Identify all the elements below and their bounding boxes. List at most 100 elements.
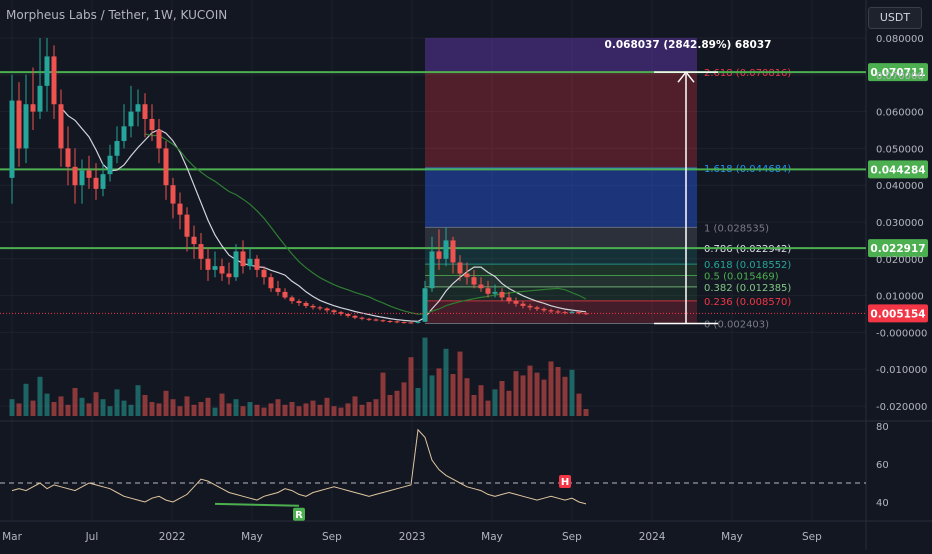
volume-bar bbox=[317, 404, 323, 416]
volume-bar bbox=[86, 403, 92, 416]
fib-level-label: 0.382 (0.012385) bbox=[704, 283, 791, 294]
volume-bar bbox=[429, 375, 435, 416]
volume-bar bbox=[184, 396, 190, 416]
price-label: 0.070711 bbox=[870, 67, 925, 79]
candle-body bbox=[436, 251, 442, 259]
candle-body bbox=[135, 104, 141, 112]
candle-body bbox=[58, 104, 64, 149]
candle-body bbox=[268, 277, 274, 289]
fib-level-label: 0.786 (0.022942) bbox=[704, 244, 791, 255]
volume-bar bbox=[44, 393, 50, 416]
rsi-tick-label: 40 bbox=[876, 498, 889, 509]
candle-body bbox=[359, 317, 365, 319]
candle-body bbox=[352, 315, 358, 318]
volume-bar bbox=[149, 402, 155, 416]
candle-body bbox=[366, 318, 372, 320]
price-tick-label: -0.020000 bbox=[876, 402, 927, 413]
volume-bar bbox=[30, 400, 36, 416]
volume-bar bbox=[100, 399, 106, 416]
volume-bar bbox=[219, 393, 225, 416]
candle-body bbox=[338, 312, 344, 314]
measure-label: 0.068037 (2842.89%) 68037 bbox=[605, 39, 772, 51]
candle-body bbox=[569, 311, 575, 313]
candle-body bbox=[282, 291, 288, 298]
candle-body bbox=[121, 126, 127, 142]
volume-bar bbox=[485, 400, 491, 416]
volume-bar bbox=[534, 372, 540, 416]
price-tick-label: 0.020000 bbox=[876, 255, 924, 266]
volume-bar bbox=[72, 388, 78, 416]
volume-bar bbox=[65, 404, 71, 416]
candle-body bbox=[247, 258, 253, 267]
volume-bar bbox=[93, 392, 99, 416]
candle-body bbox=[373, 319, 379, 321]
fib-zone bbox=[425, 38, 697, 72]
moving-average-slow bbox=[144, 133, 587, 315]
volume-bar bbox=[79, 397, 85, 416]
candle-body bbox=[149, 118, 155, 130]
time-tick-label: 2022 bbox=[159, 531, 186, 543]
candle-body bbox=[506, 297, 512, 302]
candle-body bbox=[303, 302, 309, 306]
fib-zone bbox=[425, 247, 697, 265]
candle-body bbox=[541, 308, 547, 311]
volume-bar bbox=[177, 406, 183, 416]
fib-zone bbox=[425, 275, 697, 287]
candle-body bbox=[100, 174, 106, 189]
rsi-marker-box bbox=[559, 475, 571, 488]
price-tick-label: 0.050000 bbox=[876, 144, 924, 155]
candle-body bbox=[226, 273, 232, 278]
candle-body bbox=[345, 314, 351, 316]
volume-bar bbox=[436, 368, 442, 416]
candle-body bbox=[464, 273, 470, 278]
price-label: 0.022917 bbox=[870, 243, 925, 255]
volume-bar bbox=[128, 404, 134, 416]
volume-bar bbox=[163, 390, 169, 416]
time-tick-label: Jul bbox=[85, 531, 99, 543]
price-tick-label: -0.000000 bbox=[876, 328, 927, 339]
volume-bar bbox=[555, 367, 561, 416]
price-label: 0.044284 bbox=[870, 164, 925, 176]
price-label-box bbox=[868, 239, 928, 258]
volume-bar bbox=[247, 402, 253, 416]
time-tick-label: May bbox=[721, 531, 743, 543]
volume-bar bbox=[261, 407, 267, 416]
volume-bar bbox=[331, 406, 337, 416]
candle-body bbox=[184, 214, 190, 237]
price-tick-label: 0.070000 bbox=[876, 71, 924, 82]
candle-body bbox=[429, 251, 435, 289]
candle-body bbox=[471, 277, 477, 285]
candle-body bbox=[296, 301, 302, 303]
volume-bar bbox=[289, 402, 295, 416]
candle-body bbox=[520, 303, 526, 306]
volume-bar bbox=[576, 393, 582, 416]
volume-bar bbox=[359, 404, 365, 416]
candle-body bbox=[51, 56, 57, 105]
volume-bar bbox=[366, 402, 372, 416]
last-price-box bbox=[868, 304, 928, 323]
volume-bar bbox=[156, 403, 162, 416]
volume-bar bbox=[457, 351, 463, 416]
volume-bar bbox=[373, 399, 379, 416]
candle-body bbox=[289, 297, 295, 302]
volume-bar bbox=[142, 395, 148, 416]
volume-bar bbox=[352, 396, 358, 416]
candle-body bbox=[177, 203, 183, 215]
fib-zone bbox=[425, 264, 697, 276]
candle-body bbox=[114, 141, 120, 156]
volume-bar bbox=[303, 403, 309, 416]
candle-body bbox=[261, 269, 267, 278]
volume-bar bbox=[226, 403, 232, 416]
volume-bar bbox=[233, 399, 239, 416]
volume-bar bbox=[212, 407, 218, 416]
candle-body bbox=[457, 262, 463, 274]
volume-bar bbox=[520, 375, 526, 416]
candle-body bbox=[548, 310, 554, 312]
rsi-line bbox=[11, 428, 587, 505]
volume-bar bbox=[583, 409, 589, 416]
currency-button[interactable]: USDT bbox=[868, 7, 922, 29]
volume-bar bbox=[380, 372, 386, 416]
price-tick-label: -0.010000 bbox=[876, 365, 927, 376]
